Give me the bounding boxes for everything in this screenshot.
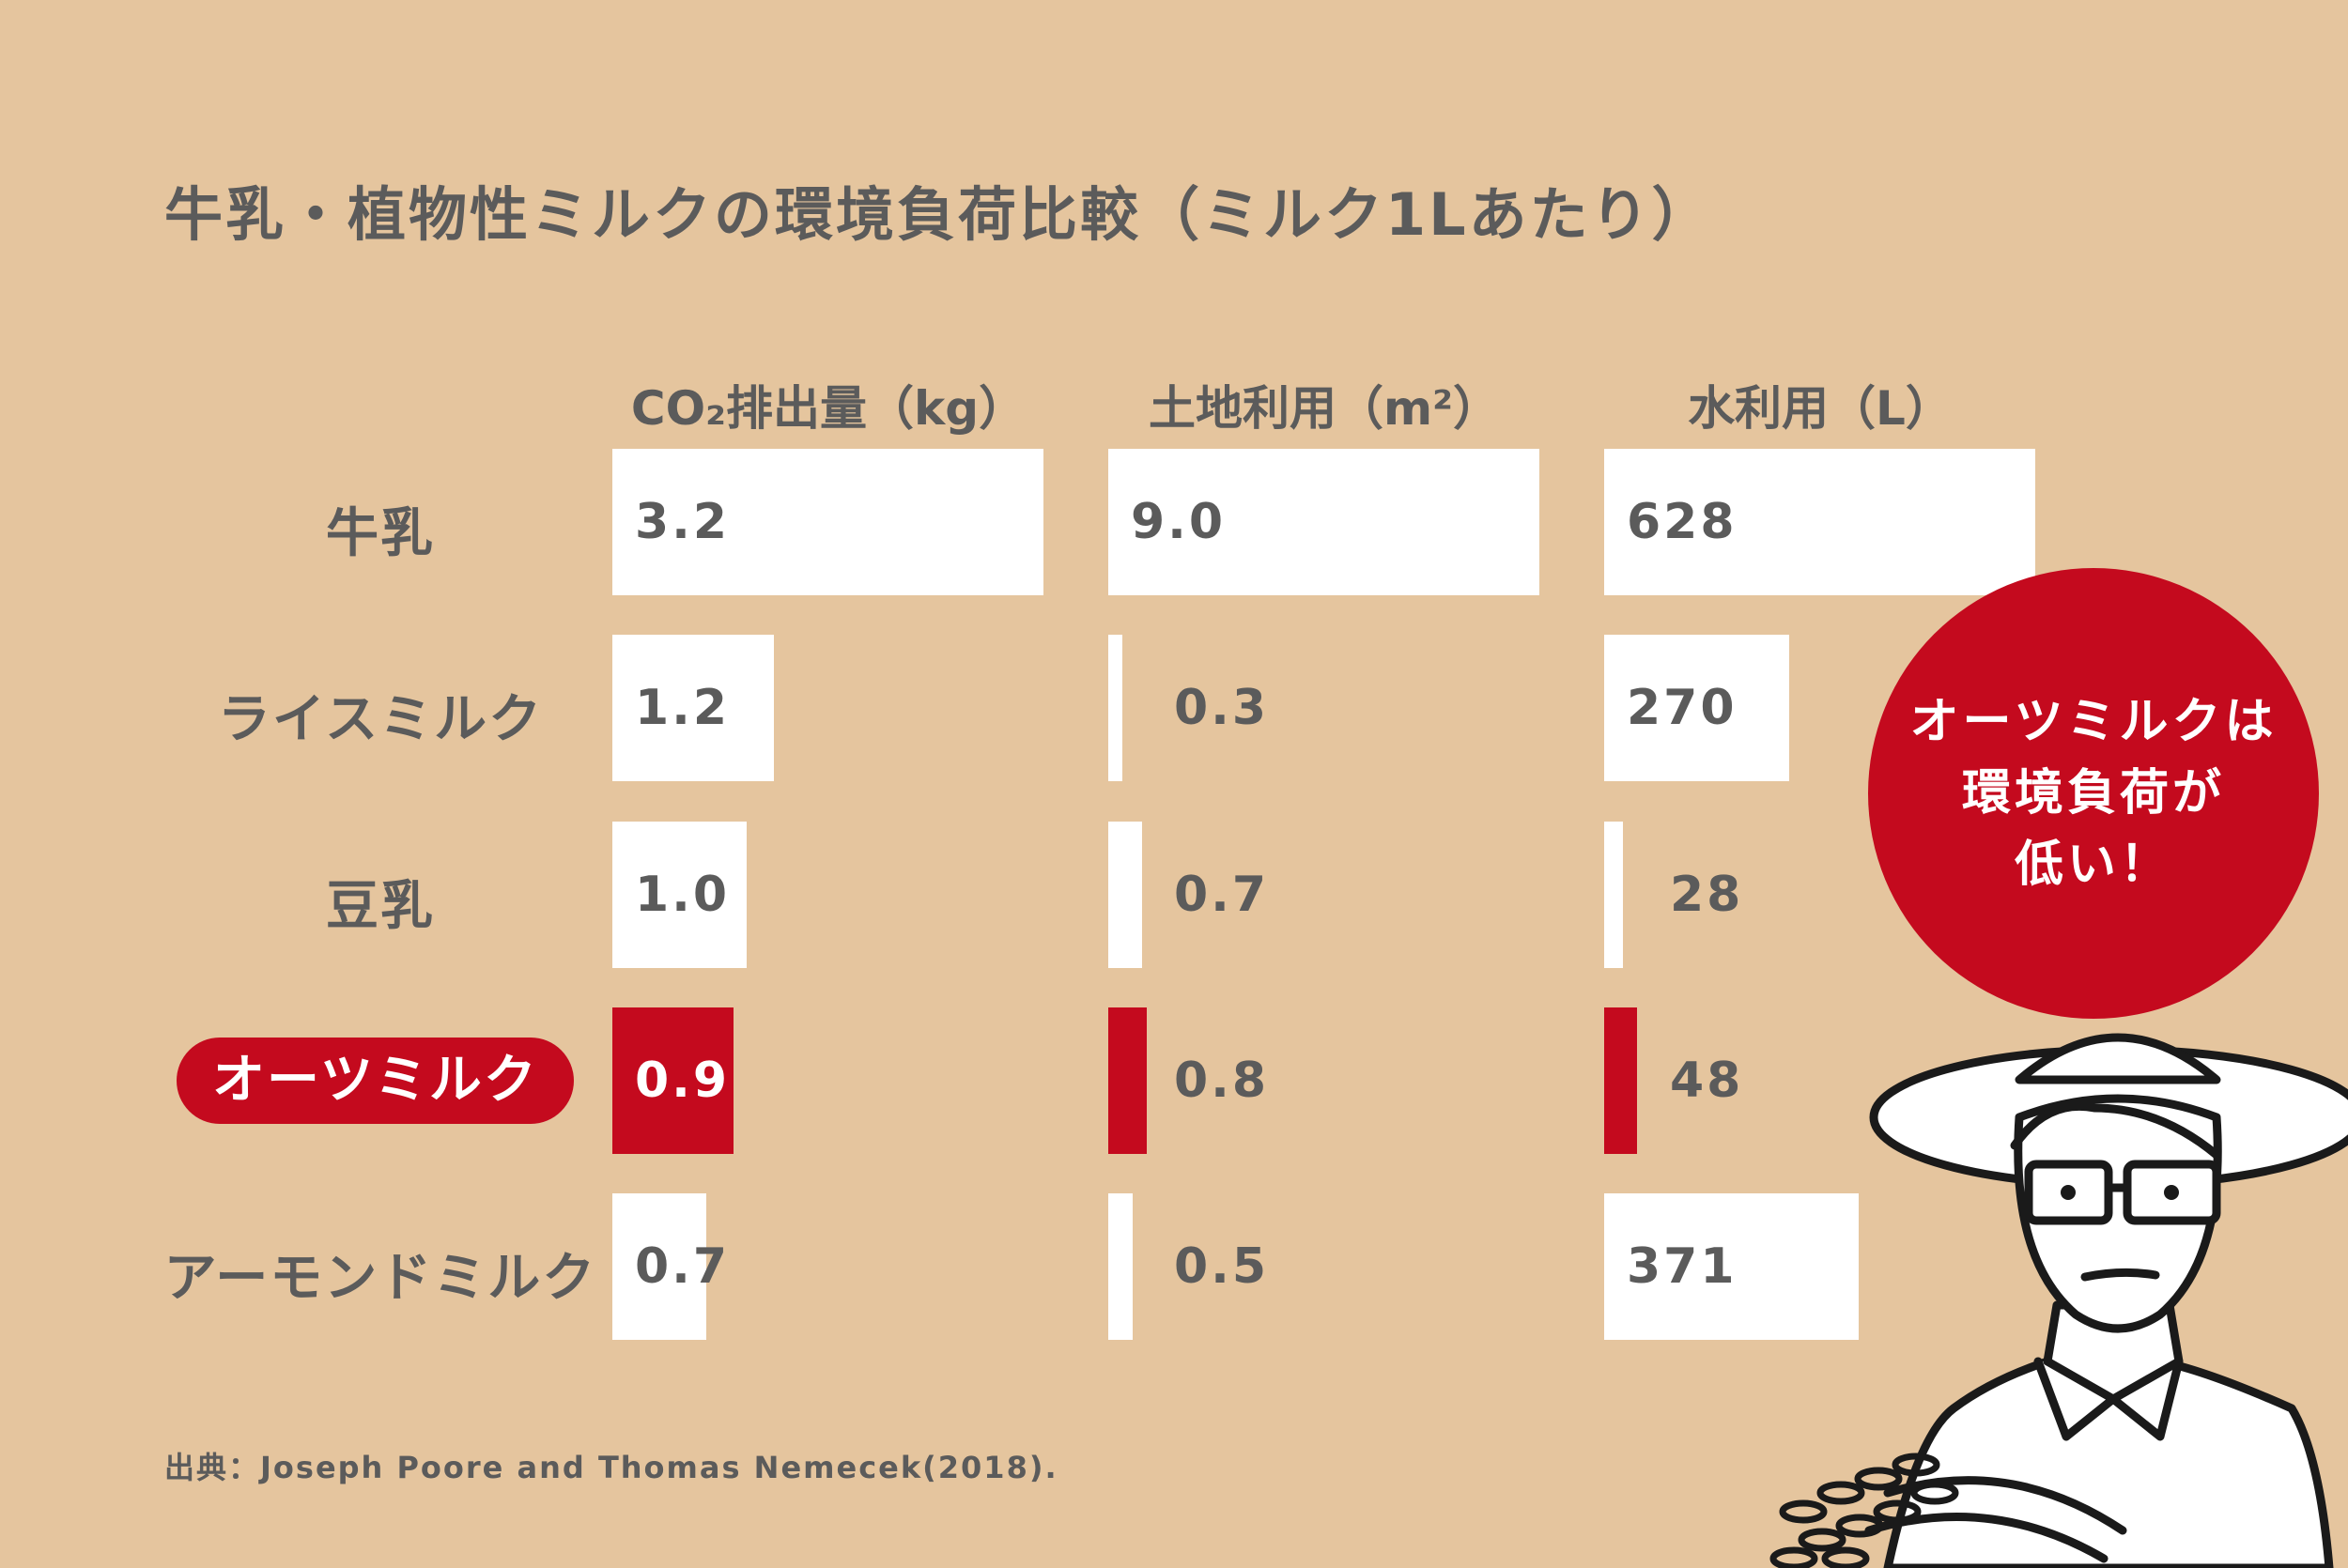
data-label: 0.3 (1174, 680, 1270, 736)
data-label: 0.5 (1174, 1238, 1270, 1295)
bar (612, 822, 748, 968)
bar (1108, 635, 1123, 781)
bar (1604, 449, 2035, 595)
data-label: 1.0 (635, 867, 731, 923)
bar (612, 1193, 707, 1340)
category-label: ライスミルク (217, 689, 544, 750)
bar (1108, 449, 1539, 595)
bar (1108, 1007, 1147, 1154)
mouth (2080, 1268, 2160, 1282)
panel-header: CO₂排出量（kg） (630, 381, 1027, 436)
bar (612, 1007, 734, 1154)
data-label: 3.2 (635, 494, 731, 550)
data-label: 371 (1627, 1238, 1738, 1295)
category-label: 牛乳 (326, 503, 435, 564)
source-note: 出典：Joseph Poore and Thomas Nemecek(2018)… (164, 1450, 1058, 1485)
panel-header: 水利用（L） (1688, 381, 1953, 436)
bar (1108, 822, 1142, 968)
bar (612, 635, 775, 781)
chart-title: 牛乳・植物性ミルクの環境負荷比較（ミルク1Lあたり） (164, 180, 1713, 249)
panel-header: 土地利用（m²） (1149, 381, 1500, 436)
bar (1604, 635, 1790, 781)
data-label: 270 (1627, 680, 1738, 736)
hat-crown (2015, 1033, 2221, 1084)
callout-line: 低い！ (2014, 837, 2172, 893)
bar (1604, 1193, 1860, 1340)
callout-bubble: オーツミルクは 環境負荷が 低い！ (1868, 568, 2319, 1019)
face (2014, 1094, 2222, 1333)
callout-line: 環境負荷が (1961, 765, 2225, 822)
data-label: 0.7 (635, 1238, 731, 1295)
data-label: 628 (1627, 494, 1738, 550)
category-label: 豆乳 (326, 876, 435, 937)
data-label: 9.0 (1131, 494, 1227, 550)
bar (1108, 1193, 1133, 1340)
bar (1604, 822, 1624, 968)
bar (612, 449, 1043, 595)
data-label: 28 (1670, 867, 1744, 923)
data-label: 0.9 (635, 1053, 731, 1109)
bar (1604, 1007, 1638, 1154)
callout-line: オーツミルクは (1909, 694, 2278, 750)
category-label-highlight: オーツミルク (177, 1038, 574, 1124)
data-label: 0.8 (1174, 1053, 1270, 1109)
data-label: 1.2 (635, 680, 731, 736)
category-label: アーモンドミルク (163, 1248, 597, 1309)
data-label: 48 (1670, 1053, 1744, 1109)
data-label: 0.7 (1174, 867, 1270, 923)
farmer-illustration (1769, 1033, 2348, 1568)
hair (2010, 1101, 2221, 1160)
